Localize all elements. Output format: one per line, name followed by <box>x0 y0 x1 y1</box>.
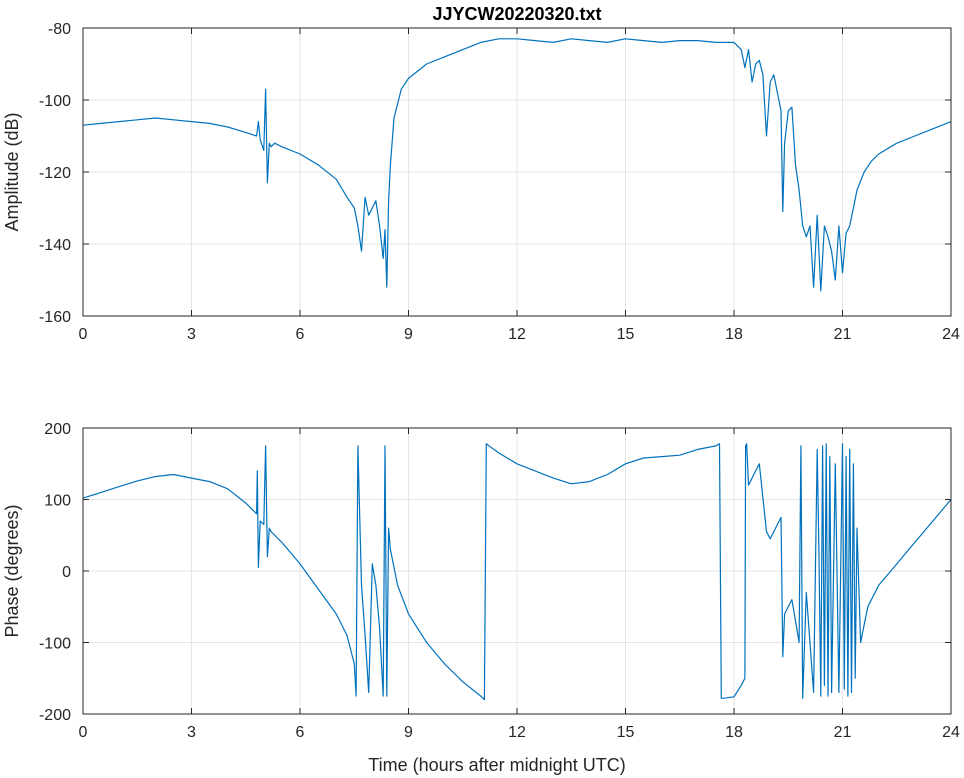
phase-y-tick-label: 100 <box>44 493 71 510</box>
phase-y-tick-label: 200 <box>44 421 71 438</box>
phase-x-tick-label: 18 <box>725 724 743 741</box>
amplitude-y-tick-label: -80 <box>48 21 71 38</box>
amplitude-y-tick-label: -160 <box>39 309 71 326</box>
amplitude-ticks <box>82 27 952 317</box>
amplitude-x-tick-label: 9 <box>404 326 413 343</box>
phase-tick-labels: 0 3 6 9 12 15 18 21 24 200 100 0 -100 -200 <box>39 421 960 741</box>
amplitude-x-tick-label: 18 <box>725 326 743 343</box>
amplitude-series-line <box>82 38 952 292</box>
phase-x-tick-label: 24 <box>942 724 960 741</box>
amplitude-x-tick-label: 21 <box>834 326 852 343</box>
amplitude-tick-labels: 0 3 6 9 12 15 18 21 24 -80 -100 -120 -140 -160 <box>39 21 960 343</box>
amplitude-y-axis-label: Amplitude (dB) <box>2 112 22 231</box>
phase-x-tick-label: 9 <box>404 724 413 741</box>
amplitude-x-tick-label: 6 <box>296 326 305 343</box>
amplitude-x-tick-label: 12 <box>508 326 526 343</box>
amplitude-y-tick-label: -100 <box>39 93 71 110</box>
phase-axes: 0 3 6 9 12 15 18 21 24 200 100 0 -100 -200 Phase (deg… <box>2 421 960 775</box>
amplitude-axes: 0 3 6 9 12 15 18 21 24 -80 -100 -120 -140 -160 JJYCW2… <box>2 4 960 343</box>
phase-y-tick-label: -100 <box>39 636 71 653</box>
phase-x-tick-label: 3 <box>187 724 196 741</box>
phase-y-tick-label: -200 <box>39 707 71 724</box>
phase-y-axis-label: Phase (degrees) <box>2 504 22 637</box>
phase-ticks <box>82 427 952 715</box>
phase-x-tick-label: 21 <box>834 724 852 741</box>
amplitude-x-tick-label: 15 <box>617 326 635 343</box>
x-axis-label: Time (hours after midnight UTC) <box>368 755 625 775</box>
amplitude-y-tick-label: -140 <box>39 237 71 254</box>
phase-y-tick-label: 0 <box>62 564 71 581</box>
amplitude-y-tick-label: -120 <box>39 165 71 182</box>
chart-title: JJYCW20220320.txt <box>432 4 601 24</box>
phase-x-tick-label: 15 <box>617 724 635 741</box>
amplitude-x-tick-label: 3 <box>187 326 196 343</box>
amplitude-x-tick-label: 24 <box>942 326 960 343</box>
phase-x-tick-label: 6 <box>296 724 305 741</box>
phase-x-tick-label: 0 <box>79 724 88 741</box>
amplitude-x-tick-label: 0 <box>79 326 88 343</box>
phase-x-tick-label: 12 <box>508 724 526 741</box>
phase-series-line <box>82 443 952 701</box>
